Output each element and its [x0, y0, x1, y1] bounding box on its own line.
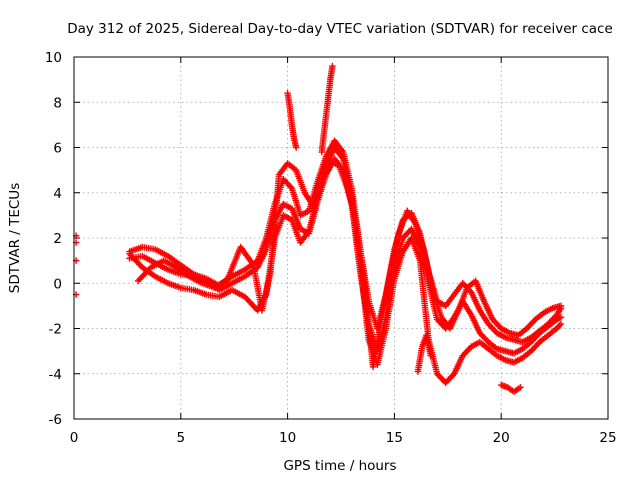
series-spike-10h [284, 90, 300, 151]
y-tick-label: -4 [49, 367, 62, 383]
chart-title: Day 312 of 2025, Sidereal Day-to-day VTE… [67, 21, 613, 37]
y-tick-label: 8 [53, 95, 62, 111]
series-segment-16h [414, 332, 434, 375]
data-point [556, 314, 563, 322]
data-points [72, 62, 565, 396]
grid [74, 57, 608, 419]
data-point [557, 320, 565, 328]
data-point [517, 384, 524, 391]
x-tick-label: 20 [493, 430, 510, 446]
y-tick-label: -2 [49, 322, 62, 338]
x-tick-labels: 0 5 10 15 20 25 [70, 430, 617, 446]
x-tick-label: 0 [70, 430, 79, 446]
y-tick-label: 2 [53, 231, 62, 247]
x-axis-label: GPS time / hours [283, 458, 396, 474]
y-axis-label: SDTVAR / TECUs [7, 183, 23, 293]
x-tick-label: 5 [177, 430, 186, 446]
y-tick-label: 4 [53, 186, 62, 202]
y-tick-labels: -6 -4 -2 0 2 4 6 8 10 [45, 50, 62, 428]
data-point [292, 144, 300, 151]
data-point [329, 62, 336, 70]
series-spike-12h [318, 62, 336, 156]
y-tick-label: 0 [53, 276, 62, 292]
data-point [427, 352, 434, 359]
y-tick-label: 10 [45, 50, 62, 66]
x-tick-label: 25 [599, 430, 616, 446]
series-segment-21h [498, 381, 524, 396]
data-point [557, 313, 565, 321]
y-tick-label: -6 [49, 412, 62, 428]
plot-frame [73, 56, 609, 420]
x-tick-label: 10 [279, 430, 296, 446]
x-tick-label: 15 [386, 430, 403, 446]
data-point [557, 302, 565, 310]
series-track-4 [134, 157, 565, 371]
y-tick-label: 6 [53, 141, 62, 157]
